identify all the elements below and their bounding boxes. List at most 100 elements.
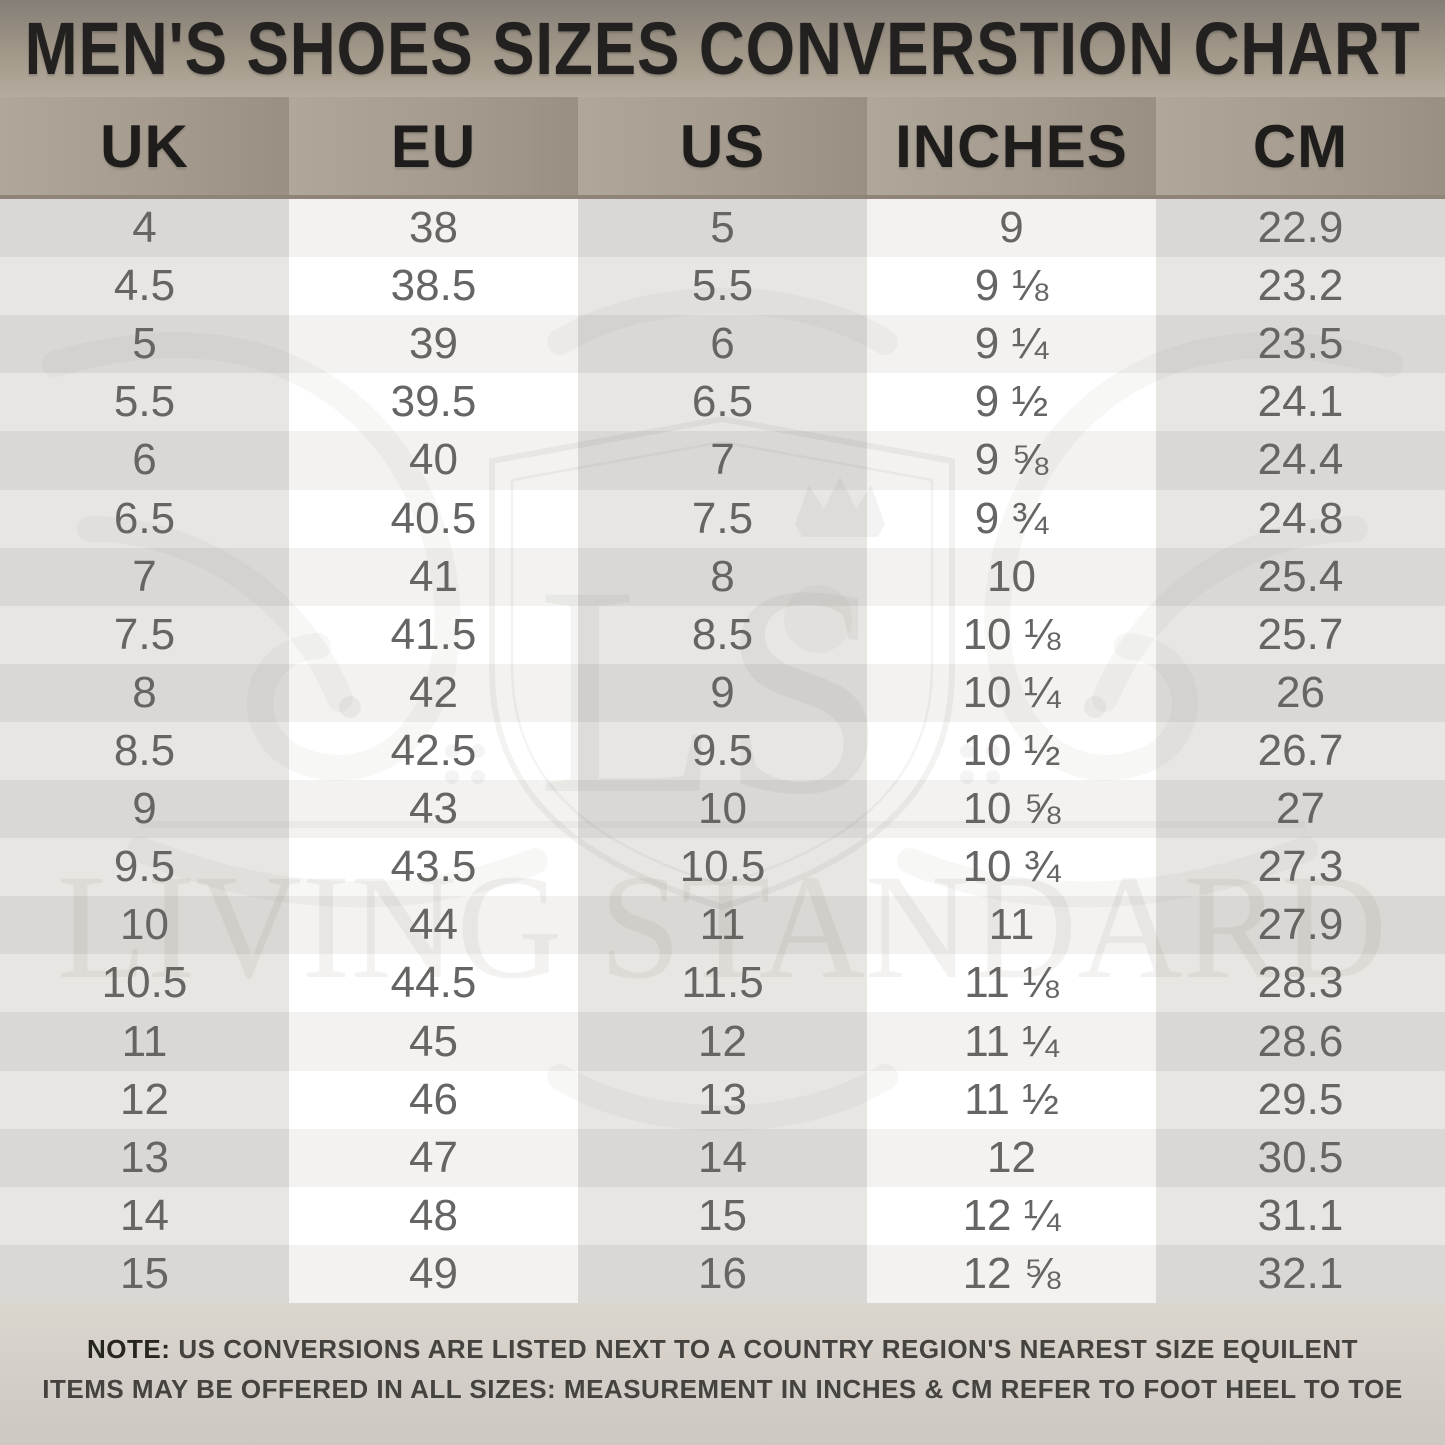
note-band: NOTE: US CONVERSIONS ARE LISTED NEXT TO A… <box>0 1303 1445 1445</box>
table-cell: 41.5 <box>289 605 578 664</box>
table-body-wrap: 4 38 5 9 22.9 4.5 38.5 5.5 9 ⅛ 23.2 5 39 6 9 ¼ 23.5 5.5… <box>0 199 1445 1303</box>
table-cell: 8.5 <box>578 605 867 664</box>
table-cell: 9 ½ <box>867 373 1156 432</box>
table-body: 4 38 5 9 22.9 4.5 38.5 5.5 9 ⅛ 23.2 5 39 6 9 ¼ 23.5 5.5… <box>0 199 1445 1303</box>
table-cell: 9 <box>0 780 289 839</box>
table-cell: 23.2 <box>1156 257 1445 316</box>
table-cell: 10 ⅛ <box>867 605 1156 664</box>
table-cell: 13 <box>578 1070 867 1129</box>
table-cell: 13 <box>0 1128 289 1187</box>
table-cell: 10.5 <box>0 954 289 1013</box>
table-cell: 10.5 <box>578 838 867 897</box>
table-cell: 11 <box>867 896 1156 955</box>
table-cell: 9 ⅛ <box>867 257 1156 316</box>
title-band: MEN'S SHOES SIZES CONVERSTION CHART <box>0 0 1445 97</box>
table-cell: 38 <box>289 199 578 258</box>
table-cell: 42 <box>289 663 578 722</box>
table-cell: 10 ⅝ <box>867 780 1156 839</box>
table-cell: 28.6 <box>1156 1012 1445 1071</box>
table-cell: 41 <box>289 547 578 606</box>
column-header-us: US <box>578 97 867 195</box>
table-cell: 23.5 <box>1156 315 1445 374</box>
table-cell: 24.4 <box>1156 431 1445 490</box>
table-cell: 24.8 <box>1156 489 1445 548</box>
table-cell: 38.5 <box>289 257 578 316</box>
note-line-1-text: US CONVERSIONS ARE LISTED NEXT TO A COUN… <box>178 1334 1358 1364</box>
table-cell: 12 ¼ <box>867 1186 1156 1245</box>
table-cell: 8.5 <box>0 721 289 781</box>
column-header-eu: EU <box>289 97 578 195</box>
table-cell: 47 <box>289 1128 578 1187</box>
table-cell: 14 <box>0 1186 289 1245</box>
table-cell: 15 <box>0 1244 289 1303</box>
table-cell: 11 ⅛ <box>867 954 1156 1013</box>
table-cell: 26 <box>1156 663 1445 722</box>
table-cell: 4.5 <box>0 257 289 316</box>
note-line-2: ITEMS MAY BE OFFERED IN ALL SIZES: MEASU… <box>42 1374 1403 1404</box>
table-cell: 39.5 <box>289 373 578 432</box>
table-cell: 27 <box>1156 780 1445 839</box>
table-cell: 7.5 <box>578 489 867 548</box>
table-cell: 40 <box>289 431 578 490</box>
table-cell: 28.3 <box>1156 954 1445 1013</box>
table-cell: 11 <box>0 1012 289 1071</box>
table-cell: 24.1 <box>1156 373 1445 432</box>
table-cell: 7 <box>578 431 867 490</box>
table-cell: 27.3 <box>1156 838 1445 897</box>
page-title: MEN'S SHOES SIZES CONVERSTION CHART <box>24 7 1421 90</box>
table-cell: 9 ¼ <box>867 315 1156 374</box>
table-cell: 6.5 <box>0 489 289 548</box>
table-cell: 12 <box>867 1128 1156 1187</box>
table-cell: 43.5 <box>289 838 578 897</box>
table-cell: 42.5 <box>289 721 578 781</box>
note-line-1: NOTE: US CONVERSIONS ARE LISTED NEXT TO A… <box>0 1329 1445 1369</box>
table-cell: 5 <box>0 315 289 374</box>
table-cell: 29.5 <box>1156 1070 1445 1129</box>
table-cell: 5 <box>578 199 867 258</box>
table-cell: 11 ½ <box>867 1070 1156 1129</box>
table-cell: 10 <box>578 780 867 839</box>
table-cell: 7 <box>0 547 289 606</box>
table-cell: 14 <box>578 1128 867 1187</box>
table-cell: 27.9 <box>1156 896 1445 955</box>
table-cell: 44 <box>289 896 578 955</box>
table-cell: 4 <box>0 199 289 258</box>
table-cell: 9 ⅝ <box>867 431 1156 490</box>
table-cell: 10 ¾ <box>867 838 1156 897</box>
table-cell: 43 <box>289 780 578 839</box>
table-cell: 12 <box>0 1070 289 1129</box>
table-cell: 44.5 <box>289 954 578 1013</box>
table-cell: 6.5 <box>578 373 867 432</box>
table-cell: 10 <box>867 547 1156 606</box>
column-header-uk: UK <box>0 97 289 195</box>
table-cell: 45 <box>289 1012 578 1071</box>
table-cell: 7.5 <box>0 605 289 664</box>
table-cell: 39 <box>289 315 578 374</box>
table-cell: 12 <box>578 1012 867 1071</box>
table-cell: 40.5 <box>289 489 578 548</box>
table-cell: 6 <box>0 431 289 490</box>
table-cell: 9 <box>578 663 867 722</box>
table-cell: 8 <box>578 547 867 606</box>
table-cell: 25.7 <box>1156 605 1445 664</box>
table-cell: 16 <box>578 1244 867 1303</box>
table-cell: 30.5 <box>1156 1128 1445 1187</box>
table-cell: 48 <box>289 1186 578 1245</box>
note-label: NOTE: <box>87 1334 171 1364</box>
table-cell: 46 <box>289 1070 578 1129</box>
table-cell: 12 ⅝ <box>867 1244 1156 1303</box>
table-cell: 10 ¼ <box>867 663 1156 722</box>
table-cell: 11.5 <box>578 954 867 1013</box>
table-cell: 10 ½ <box>867 721 1156 781</box>
table-cell: 26.7 <box>1156 721 1445 781</box>
table-cell: 9.5 <box>0 838 289 897</box>
table-cell: 9 <box>867 199 1156 258</box>
table-cell: 32.1 <box>1156 1244 1445 1303</box>
column-header-inches: INCHES <box>867 97 1156 195</box>
table-cell: 22.9 <box>1156 199 1445 258</box>
table-cell: 5.5 <box>578 257 867 316</box>
table-cell: 9 ¾ <box>867 489 1156 548</box>
column-header-cm: CM <box>1156 97 1445 195</box>
table-cell: 15 <box>578 1186 867 1245</box>
